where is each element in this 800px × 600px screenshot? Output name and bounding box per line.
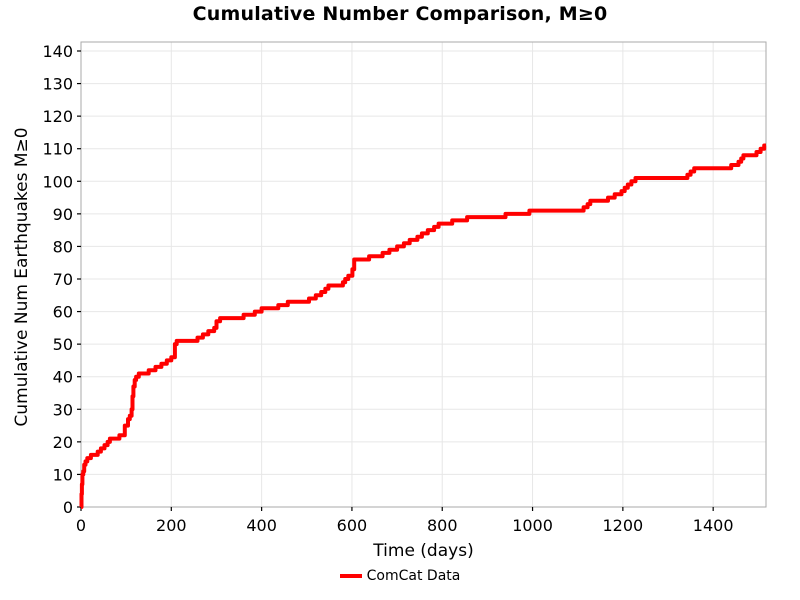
x-tick-label: 200: [156, 516, 187, 535]
legend-line-swatch: [339, 574, 362, 578]
y-tick-label: 30: [53, 400, 73, 419]
y-tick-label: 90: [53, 205, 73, 224]
y-tick-label: 100: [42, 172, 73, 191]
x-axis-label: Time (days): [373, 541, 474, 561]
x-tick-label: 1000: [512, 516, 553, 535]
y-tick-label: 110: [42, 140, 73, 159]
y-axis-label: Cumulative Num Earthquakes M≥0: [12, 127, 32, 427]
y-tick-label: 60: [53, 303, 73, 322]
data-line-comcat: [79, 143, 767, 509]
y-tick-label: 70: [53, 270, 73, 289]
y-tick-label: 0: [63, 498, 73, 517]
legend: ComCat Data: [0, 568, 800, 584]
x-tick-label: 800: [427, 516, 458, 535]
y-tick-label: 120: [42, 107, 73, 126]
chart-title: Cumulative Number Comparison, M≥0: [192, 3, 608, 25]
y-tick-label: 130: [42, 75, 73, 94]
x-tick-label: 1400: [693, 516, 734, 535]
x-tick-label: 0: [76, 516, 86, 535]
y-tick-label: 50: [53, 335, 73, 354]
plot-border: [80, 41, 767, 508]
y-tick-label: 40: [53, 368, 73, 387]
x-tick-label: 1200: [602, 516, 643, 535]
legend-label: ComCat Data: [366, 568, 461, 584]
y-tick-label: 140: [42, 42, 73, 61]
x-tick-label: 400: [246, 516, 277, 535]
y-tick-label: 10: [53, 465, 73, 484]
x-tick-label: 600: [337, 516, 368, 535]
y-tick-label: 80: [53, 237, 73, 256]
y-tick-label: 20: [53, 433, 73, 452]
